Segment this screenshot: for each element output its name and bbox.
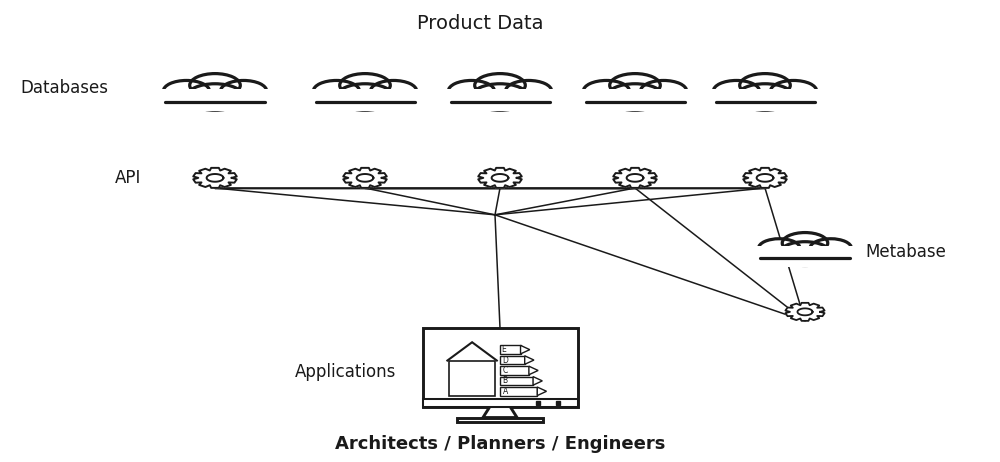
Polygon shape	[757, 174, 773, 182]
Text: Architects / Planners / Engineers: Architects / Planners / Engineers	[335, 435, 665, 453]
Text: Metabase: Metabase	[865, 243, 946, 261]
Bar	[753, 246, 857, 267]
Circle shape	[782, 232, 828, 254]
Circle shape	[810, 239, 852, 258]
Bar	[422, 328, 578, 407]
Circle shape	[758, 239, 800, 258]
Circle shape	[740, 73, 790, 97]
Circle shape	[610, 73, 660, 97]
Circle shape	[220, 80, 267, 102]
Polygon shape	[525, 356, 534, 365]
Circle shape	[505, 80, 552, 102]
Bar	[157, 89, 273, 111]
Polygon shape	[521, 346, 530, 354]
Polygon shape	[537, 387, 546, 395]
Circle shape	[190, 73, 240, 97]
Text: E: E	[502, 345, 506, 354]
Polygon shape	[343, 168, 387, 188]
Polygon shape	[533, 377, 542, 385]
Text: Databases: Databases	[20, 79, 108, 97]
Polygon shape	[478, 168, 522, 188]
Circle shape	[475, 73, 525, 97]
Polygon shape	[627, 174, 643, 182]
Circle shape	[779, 242, 831, 266]
Polygon shape	[613, 168, 657, 188]
Circle shape	[471, 84, 529, 110]
Bar	[442, 89, 558, 111]
Circle shape	[370, 80, 417, 102]
Circle shape	[736, 84, 794, 110]
Bar	[500, 377, 533, 385]
Polygon shape	[785, 303, 825, 321]
Polygon shape	[797, 308, 813, 316]
Circle shape	[336, 84, 394, 110]
Bar	[500, 356, 525, 365]
Text: Applications: Applications	[295, 363, 396, 381]
Text: Product Data: Product Data	[417, 14, 543, 33]
Polygon shape	[193, 168, 237, 188]
Circle shape	[583, 80, 630, 102]
Circle shape	[186, 84, 244, 110]
Circle shape	[770, 80, 817, 102]
Polygon shape	[483, 407, 517, 418]
Circle shape	[340, 73, 390, 97]
Polygon shape	[492, 174, 508, 182]
Bar	[500, 346, 521, 354]
Circle shape	[163, 80, 210, 102]
Bar	[500, 366, 529, 375]
Circle shape	[640, 80, 687, 102]
Text: C: C	[502, 366, 508, 375]
Text: A: A	[503, 387, 508, 396]
Circle shape	[606, 84, 664, 110]
Polygon shape	[743, 168, 787, 188]
Bar	[449, 361, 495, 395]
Polygon shape	[207, 174, 223, 182]
Circle shape	[713, 80, 760, 102]
Polygon shape	[357, 174, 373, 182]
Circle shape	[313, 80, 360, 102]
Text: B: B	[503, 377, 508, 385]
Bar	[457, 418, 543, 422]
Bar	[577, 89, 693, 111]
Circle shape	[448, 80, 494, 102]
Bar	[707, 89, 823, 111]
Bar	[307, 89, 423, 111]
Bar	[500, 387, 537, 395]
Polygon shape	[529, 366, 538, 375]
Text: D: D	[502, 356, 508, 365]
Text: API: API	[115, 169, 141, 187]
Bar	[422, 399, 578, 407]
